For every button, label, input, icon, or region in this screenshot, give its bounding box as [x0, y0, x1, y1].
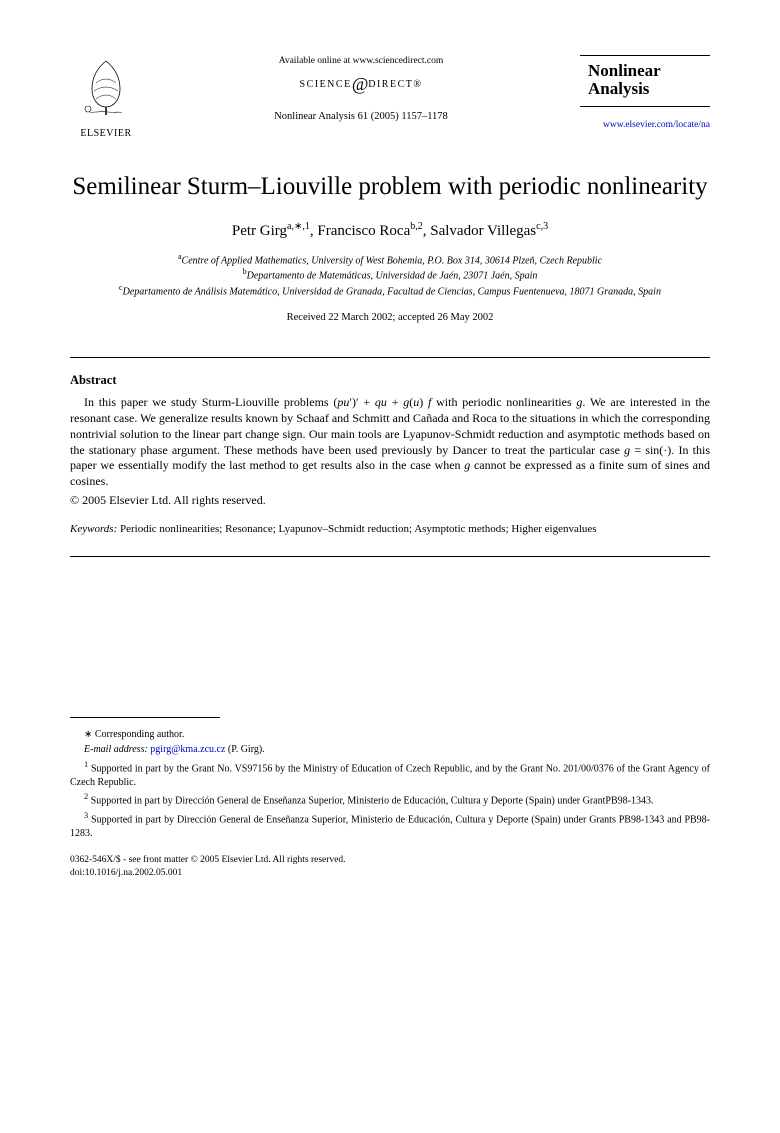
abstract-heading: Abstract	[70, 372, 710, 389]
divider-bottom	[70, 556, 710, 557]
affiliation-c: cDepartamento de Análisis Matemático, Un…	[70, 283, 710, 299]
available-online-text: Available online at www.sciencedirect.co…	[162, 55, 560, 68]
affiliation-a: aCentre of Applied Mathematics, Universi…	[70, 252, 710, 268]
email-line: E-mail address: pgirg@kma.zcu.cz (P. Gir…	[70, 743, 710, 757]
journal-name: Nonlinear Analysis	[580, 62, 710, 98]
issn-line: 0362-546X/$ - see front matter © 2005 El…	[70, 854, 710, 866]
keywords-text: Periodic nonlinearities; Resonance; Lyap…	[120, 523, 597, 535]
page-header: ELSEVIER Available online at www.science…	[70, 55, 710, 140]
copyright-line: © 2005 Elsevier Ltd. All rights reserved…	[70, 492, 710, 508]
sd-at-icon: @	[352, 74, 369, 94]
email-attribution: (P. Girg).	[228, 744, 265, 755]
publisher-logo-block: ELSEVIER	[70, 55, 142, 140]
doi-line: doi:10.1016/j.na.2002.05.001	[70, 867, 710, 879]
footnote-3: 3 Supported in part by Dirección General…	[70, 810, 710, 840]
front-matter: 0362-546X/$ - see front matter © 2005 El…	[70, 854, 710, 879]
header-right: Nonlinear Analysis www.elsevier.com/loca…	[580, 55, 710, 132]
sd-prefix: SCIENCE	[300, 79, 352, 90]
abstract-body: In this paper we study Sturm-Liouville p…	[70, 395, 710, 490]
article-dates: Received 22 March 2002; accepted 26 May …	[70, 311, 710, 325]
author-email-link[interactable]: pgirg@kma.zcu.cz	[150, 744, 225, 755]
keywords: Keywords: Periodic nonlinearities; Reson…	[70, 522, 710, 537]
affiliations: aCentre of Applied Mathematics, Universi…	[70, 252, 710, 299]
citation: Nonlinear Analysis 61 (2005) 1157–1178	[162, 110, 560, 124]
header-center: Available online at www.sciencedirect.co…	[142, 55, 580, 124]
footnote-2: 2 Supported in part by Dirección General…	[70, 791, 710, 808]
sciencedirect-logo: SCIENCE@DIRECT®	[162, 72, 560, 96]
journal-url-link[interactable]: www.elsevier.com/locate/na	[603, 120, 710, 130]
keywords-label: Keywords:	[70, 523, 117, 535]
publisher-name: ELSEVIER	[70, 127, 142, 141]
sd-suffix: DIRECT®	[368, 79, 422, 90]
elsevier-tree-icon	[74, 55, 138, 119]
journal-title-box: Nonlinear Analysis	[580, 55, 710, 107]
footnote-divider	[70, 717, 220, 718]
authors: Petr Girga,∗,1, Francisco Rocab,2, Salva…	[70, 220, 710, 241]
footnote-1: 1 Supported in part by the Grant No. VS9…	[70, 759, 710, 789]
corresponding-author: ∗ Corresponding author.	[70, 728, 710, 742]
affiliation-b: bDepartamento de Matemáticas, Universida…	[70, 267, 710, 283]
footnotes: ∗ Corresponding author. E-mail address: …	[70, 728, 710, 840]
divider-top	[70, 357, 710, 358]
email-label: E-mail address:	[84, 744, 148, 755]
article-title: Semilinear Sturm–Liouville problem with …	[70, 172, 710, 202]
